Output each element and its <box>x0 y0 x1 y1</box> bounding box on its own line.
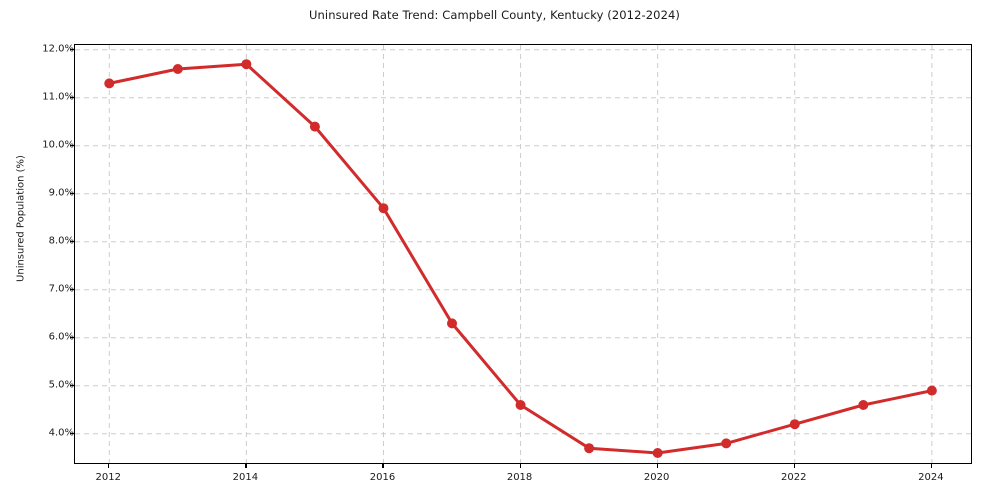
data-point-marker[interactable] <box>584 443 595 454</box>
y-axis-tick-mark <box>70 336 74 338</box>
x-axis-tick-label: 2020 <box>643 472 670 483</box>
y-axis-tick-mark <box>70 240 74 242</box>
plot-wrapper <box>74 44 972 464</box>
y-axis-tick-label: 6.0% <box>48 331 74 343</box>
data-point-marker[interactable] <box>926 385 937 396</box>
line-chart-svg <box>75 45 971 463</box>
data-point-marker[interactable] <box>172 64 183 74</box>
y-axis-tick-label: 5.0% <box>48 379 74 391</box>
x-axis-tick-mark <box>519 464 521 468</box>
y-axis-tick-label: 4.0% <box>48 427 74 439</box>
x-axis-tick-mark <box>245 464 247 468</box>
data-point-marker[interactable] <box>858 400 869 410</box>
x-axis-tick-mark <box>930 464 933 468</box>
data-point-marker[interactable] <box>652 448 663 458</box>
x-axis-tick-label: 2018 <box>506 472 533 483</box>
x-axis-tick-label: 2014 <box>232 472 259 483</box>
chart-title: Uninsured Rate Trend: Campbell County, K… <box>309 8 680 22</box>
data-point-marker[interactable] <box>447 318 458 329</box>
y-axis-tick-marks <box>68 44 74 464</box>
data-point-marker[interactable] <box>241 59 252 70</box>
x-axis-tick-mark <box>793 464 795 468</box>
x-axis-tick-mark <box>656 464 658 468</box>
y-axis-tick-label: 10.0% <box>42 139 74 151</box>
y-axis-tick-label: 12.0% <box>42 43 74 55</box>
data-point-marker[interactable] <box>789 419 800 430</box>
y-axis-tick-mark <box>70 432 74 434</box>
y-axis-tick-mark <box>70 192 74 194</box>
y-axis-tick-label: 11.0% <box>42 91 74 103</box>
y-axis-tick-label: 8.0% <box>48 235 74 247</box>
data-point-marker[interactable] <box>721 438 732 449</box>
x-axis-tick-mark <box>108 464 110 468</box>
x-axis-tick-label: 2022 <box>781 472 807 483</box>
y-axis-tick-labels: 4.0% 5.0% 6.0% 7.0% 8.0% 9.0% 10.0% 11.0% 12.0% <box>0 43 74 464</box>
plot-area <box>74 44 972 464</box>
x-axis-tick-labels: 2012 2014 2016 2018 2020 2022 2024 <box>74 464 972 490</box>
y-axis-tick-mark <box>70 144 74 146</box>
data-point-marker[interactable] <box>104 78 115 89</box>
x-axis-tick-label: 2016 <box>369 472 396 483</box>
y-axis-tick-mark <box>70 288 74 290</box>
data-point-marker[interactable] <box>515 400 526 410</box>
y-axis-tick-mark <box>70 48 74 50</box>
x-axis-tick-mark <box>382 464 384 468</box>
series-line-uninsured-rate <box>107 62 934 455</box>
data-point-marker[interactable] <box>378 203 389 214</box>
y-axis-tick-mark <box>70 384 74 386</box>
y-axis-tick-label: 7.0% <box>48 283 74 295</box>
x-axis-tick-marks <box>74 464 972 490</box>
y-axis-tick-label: 9.0% <box>48 187 74 199</box>
x-axis-tick-label: 2024 <box>918 472 944 483</box>
data-point-marker[interactable] <box>309 121 320 132</box>
x-axis-tick-label: 2012 <box>95 472 121 483</box>
y-axis-tick-mark <box>70 96 74 98</box>
